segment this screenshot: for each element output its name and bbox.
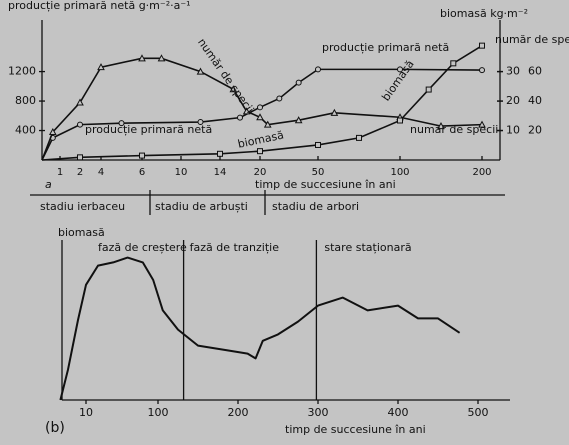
x-tick-label: 50 xyxy=(312,167,325,178)
phase-label: stare staționară xyxy=(324,241,411,254)
curve-label: număr de specii xyxy=(410,123,498,136)
marker xyxy=(315,141,321,148)
y-tick-label: 400 xyxy=(15,124,36,137)
marker xyxy=(397,66,403,73)
marker xyxy=(256,113,264,121)
marker xyxy=(138,54,146,62)
marker xyxy=(356,134,362,141)
marker xyxy=(276,95,283,102)
marker xyxy=(229,85,238,93)
x-axis-label: timp de succesiune în ani xyxy=(255,178,396,191)
panel-label: a xyxy=(45,178,52,191)
phase-label: fază de tranziție xyxy=(190,241,280,254)
marker xyxy=(237,114,243,121)
marker xyxy=(157,54,166,62)
x-tick-label: 100 xyxy=(390,167,409,178)
y2-axis-label: număr de specii xyxy=(495,33,569,46)
marker xyxy=(425,86,432,93)
x-tick-label: 300 xyxy=(308,406,329,419)
marker xyxy=(76,98,84,106)
y-axis-label: biomasă xyxy=(58,226,105,239)
marker xyxy=(479,42,485,49)
marker xyxy=(294,116,303,124)
y3-axis-label: biomasă kg·m⁻² xyxy=(440,7,528,20)
x-tick-label: 100 xyxy=(148,406,169,419)
marker xyxy=(478,120,486,128)
y-tick-label: 800 xyxy=(15,94,36,107)
marker xyxy=(48,127,57,135)
marker xyxy=(242,107,251,115)
marker xyxy=(197,119,204,126)
x-tick-label: 2 xyxy=(77,167,83,178)
y-tick-label: 40 xyxy=(528,94,542,107)
marker xyxy=(77,121,83,128)
marker xyxy=(437,122,445,130)
x-tick-label: 10 xyxy=(175,167,188,178)
x-tick-label: 200 xyxy=(472,167,491,178)
y-tick-label: 20 xyxy=(528,124,542,137)
x-tick-label: 6 xyxy=(139,167,145,178)
y-tick-label: 20 xyxy=(506,94,520,107)
curve-label: producție primară netă xyxy=(322,41,449,54)
panel-label: (b) xyxy=(45,420,65,436)
curve-label: producție primară netă xyxy=(85,123,212,136)
x-tick-label: 500 xyxy=(468,406,489,419)
phase-label: fază de creștere xyxy=(98,241,187,254)
marker xyxy=(97,63,105,71)
x-tick-label: 400 xyxy=(388,406,409,419)
marker xyxy=(330,108,339,116)
marker xyxy=(139,152,145,159)
y-tick-label: 10 xyxy=(506,124,520,137)
x-tick-label: 4 xyxy=(98,167,104,178)
stage-label: stadiu de arbuști xyxy=(155,200,248,213)
marker xyxy=(315,66,321,73)
y-axis-label: producție primară netă g·m⁻²·a⁻¹ xyxy=(8,0,191,12)
x-tick-label: 10 xyxy=(79,406,93,419)
marker xyxy=(450,60,457,67)
marker xyxy=(118,120,125,127)
y-tick-label: 30 xyxy=(506,65,520,78)
x-axis-label: timp de succesiune în ani xyxy=(285,423,426,436)
curve-label: biomasă xyxy=(379,58,416,104)
line-series xyxy=(41,57,483,161)
marker xyxy=(397,117,403,124)
stage-label: stadiu de arbori xyxy=(272,200,359,213)
stage-label: stadiu ierbaceu xyxy=(40,200,125,213)
x-tick-label: 14 xyxy=(214,167,227,178)
marker xyxy=(257,104,263,111)
x-tick-label: 20 xyxy=(254,167,267,178)
line-series xyxy=(41,68,483,161)
line-series xyxy=(59,256,461,401)
curve-label: biomasă xyxy=(237,128,285,150)
marker xyxy=(77,154,83,161)
x-tick-label: 200 xyxy=(228,406,249,419)
y-tick-label: 1200 xyxy=(8,65,36,78)
marker xyxy=(479,67,485,74)
y-tick-label: 60 xyxy=(528,65,542,78)
marker xyxy=(295,79,302,86)
marker xyxy=(257,148,263,155)
curve-label: număr de specii xyxy=(195,36,256,116)
x-tick-label: 1 xyxy=(57,167,63,178)
marker xyxy=(217,150,223,157)
marker xyxy=(196,67,205,75)
marker xyxy=(263,120,272,128)
